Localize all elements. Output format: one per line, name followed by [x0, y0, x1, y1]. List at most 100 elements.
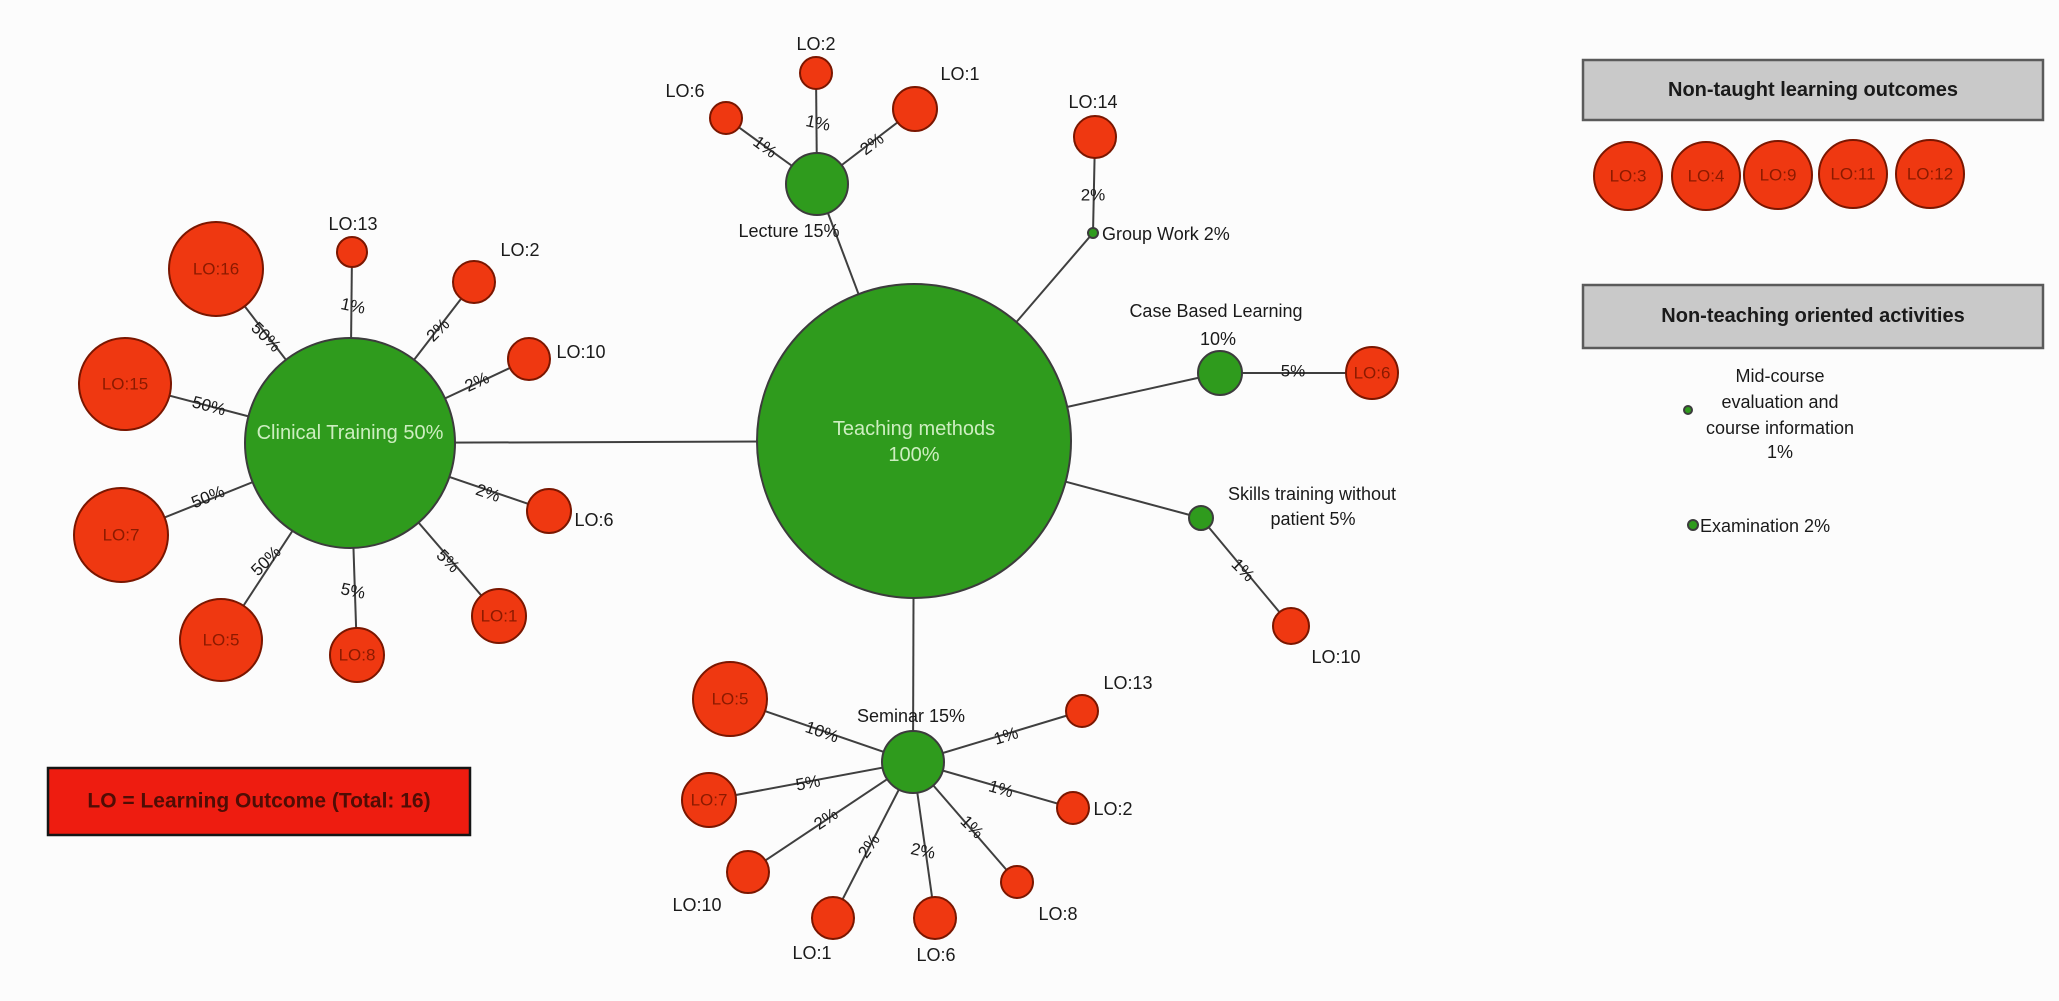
percentage-label: 1% — [987, 776, 1016, 801]
examination-node-label: Examination 2% — [1700, 516, 1830, 536]
clinical-lo5 — [179, 598, 263, 682]
case-based-learning-node-label: 10% — [1200, 329, 1236, 349]
nontaught-lo12 — [1895, 139, 1965, 209]
percentage-label: 1% — [339, 294, 367, 318]
seminar-lo2 — [1056, 791, 1090, 825]
seminar-lo10-label: LO:10 — [672, 895, 721, 915]
percentage-label: 2% — [909, 839, 937, 863]
skills-training-node-label: Skills training without — [1228, 484, 1396, 504]
mid-course-evaluation-node-label: evaluation and — [1721, 392, 1838, 412]
skills-training-node — [1188, 505, 1214, 531]
clinical-lo2 — [452, 260, 496, 304]
clinical-lo10-label: LO:10 — [556, 342, 605, 362]
non-taught-header — [1581, 58, 2045, 122]
nontaught-lo9-label: LO:9 — [1760, 166, 1797, 185]
seminar-lo1 — [811, 896, 855, 940]
clinical-lo6 — [526, 488, 572, 534]
non-taught-header-label: Non-taught learning outcomes — [1668, 79, 1958, 101]
examination-node — [1687, 519, 1699, 531]
clinical-lo15-label: LO:15 — [102, 375, 148, 394]
percentage-label: 2% — [462, 368, 492, 396]
clinical-training-node — [244, 337, 456, 549]
nontaught-lo4 — [1671, 141, 1741, 211]
nontaught-lo3 — [1593, 141, 1663, 211]
group-work-node — [1087, 227, 1099, 239]
seminar-lo5 — [692, 661, 768, 737]
teaching-methods-node — [756, 283, 1072, 599]
non-teaching-header — [1581, 283, 2045, 350]
percentage-label: 50% — [247, 542, 284, 579]
seminar-lo7-label: LO:7 — [691, 791, 728, 810]
seminar-lo13 — [1065, 694, 1099, 728]
clinical-lo6-label: LO:6 — [574, 510, 613, 530]
lecture-lo2-label: LO:2 — [796, 34, 835, 54]
percentage-label: 1% — [749, 132, 780, 162]
mid-course-evaluation-node-label: course information — [1706, 418, 1854, 438]
teaching-methods-node-label: Teaching methods — [833, 418, 995, 440]
group-work-node-label: Group Work 2% — [1102, 224, 1230, 244]
groupwork-lo14-label: LO:14 — [1068, 92, 1117, 112]
nontaught-lo11-label: LO:11 — [1830, 165, 1875, 184]
clinical-lo10 — [507, 337, 551, 381]
percentage-label: 5% — [1281, 362, 1306, 381]
percentage-label: 2% — [473, 480, 502, 506]
percentage-label: 2% — [810, 804, 841, 833]
mid-course-evaluation-node-label: Mid-course — [1735, 366, 1824, 386]
seminar-lo6 — [913, 896, 957, 940]
clinical-lo5-label: LO:5 — [203, 631, 240, 650]
groupwork-lo14 — [1073, 115, 1117, 159]
percentage-label: 50% — [189, 482, 228, 512]
percentage-label: 5% — [794, 771, 822, 794]
seminar-lo8 — [1000, 865, 1034, 899]
legend-box — [46, 766, 472, 837]
seminar-node-label: Seminar 15% — [857, 706, 965, 726]
percentage-label: 1% — [991, 723, 1020, 748]
clinical-lo1-label: LO:1 — [481, 607, 518, 626]
casebased-lo6 — [1345, 346, 1399, 400]
seminar-lo7 — [681, 772, 737, 828]
percentage-label: 2% — [423, 315, 454, 346]
clinical-lo13-label: LO:13 — [328, 214, 377, 234]
percentage-label: 2% — [1081, 186, 1106, 205]
seminar-lo10 — [726, 850, 770, 894]
nontaught-lo4-label: LO:4 — [1688, 167, 1725, 186]
clinical-training-node-label: Clinical Training 50% — [257, 422, 444, 444]
seminar-lo8-label: LO:8 — [1038, 904, 1077, 924]
seminar-lo2-label: LO:2 — [1093, 799, 1132, 819]
skills-lo10-label: LO:10 — [1311, 647, 1360, 667]
clinical-lo15 — [78, 337, 172, 431]
nontaught-lo3-label: LO:3 — [1610, 167, 1647, 186]
lecture-lo6 — [709, 101, 743, 135]
seminar-node — [881, 730, 945, 794]
connector-line — [747, 761, 914, 873]
seminar-lo13-label: LO:13 — [1103, 673, 1152, 693]
lecture-lo1-label: LO:1 — [940, 64, 979, 84]
percentage-label: 50% — [190, 392, 228, 419]
percentage-label: 5% — [433, 546, 464, 577]
skills-training-node-label: patient 5% — [1270, 509, 1355, 529]
mid-course-evaluation-node — [1683, 405, 1693, 415]
legend-box-label: LO = Learning Outcome (Total: 16) — [87, 790, 430, 813]
nontaught-lo9 — [1743, 140, 1813, 210]
non-teaching-header-label: Non-teaching oriented activities — [1661, 305, 1964, 327]
clinical-lo16 — [168, 221, 264, 317]
clinical-lo2-label: LO:2 — [500, 240, 539, 260]
case-based-learning-node — [1197, 350, 1243, 396]
lecture-lo2 — [799, 56, 833, 90]
mid-course-evaluation-node-label: 1% — [1767, 442, 1793, 462]
clinical-lo16-label: LO:16 — [193, 260, 239, 279]
lecture-node-label: Lecture 15% — [738, 221, 839, 241]
nontaught-lo12-label: LO:12 — [1907, 165, 1953, 184]
seminar-lo1-label: LO:1 — [792, 943, 831, 963]
percentage-label: 1% — [804, 111, 832, 135]
clinical-lo7 — [73, 487, 169, 583]
lecture-lo1 — [892, 86, 938, 132]
nontaught-lo11 — [1818, 139, 1888, 209]
clinical-lo8 — [329, 627, 385, 683]
clinical-lo8-label: LO:8 — [339, 646, 376, 665]
connector-line — [708, 761, 914, 801]
connector-line — [1200, 517, 1292, 627]
clinical-lo13 — [336, 236, 368, 268]
